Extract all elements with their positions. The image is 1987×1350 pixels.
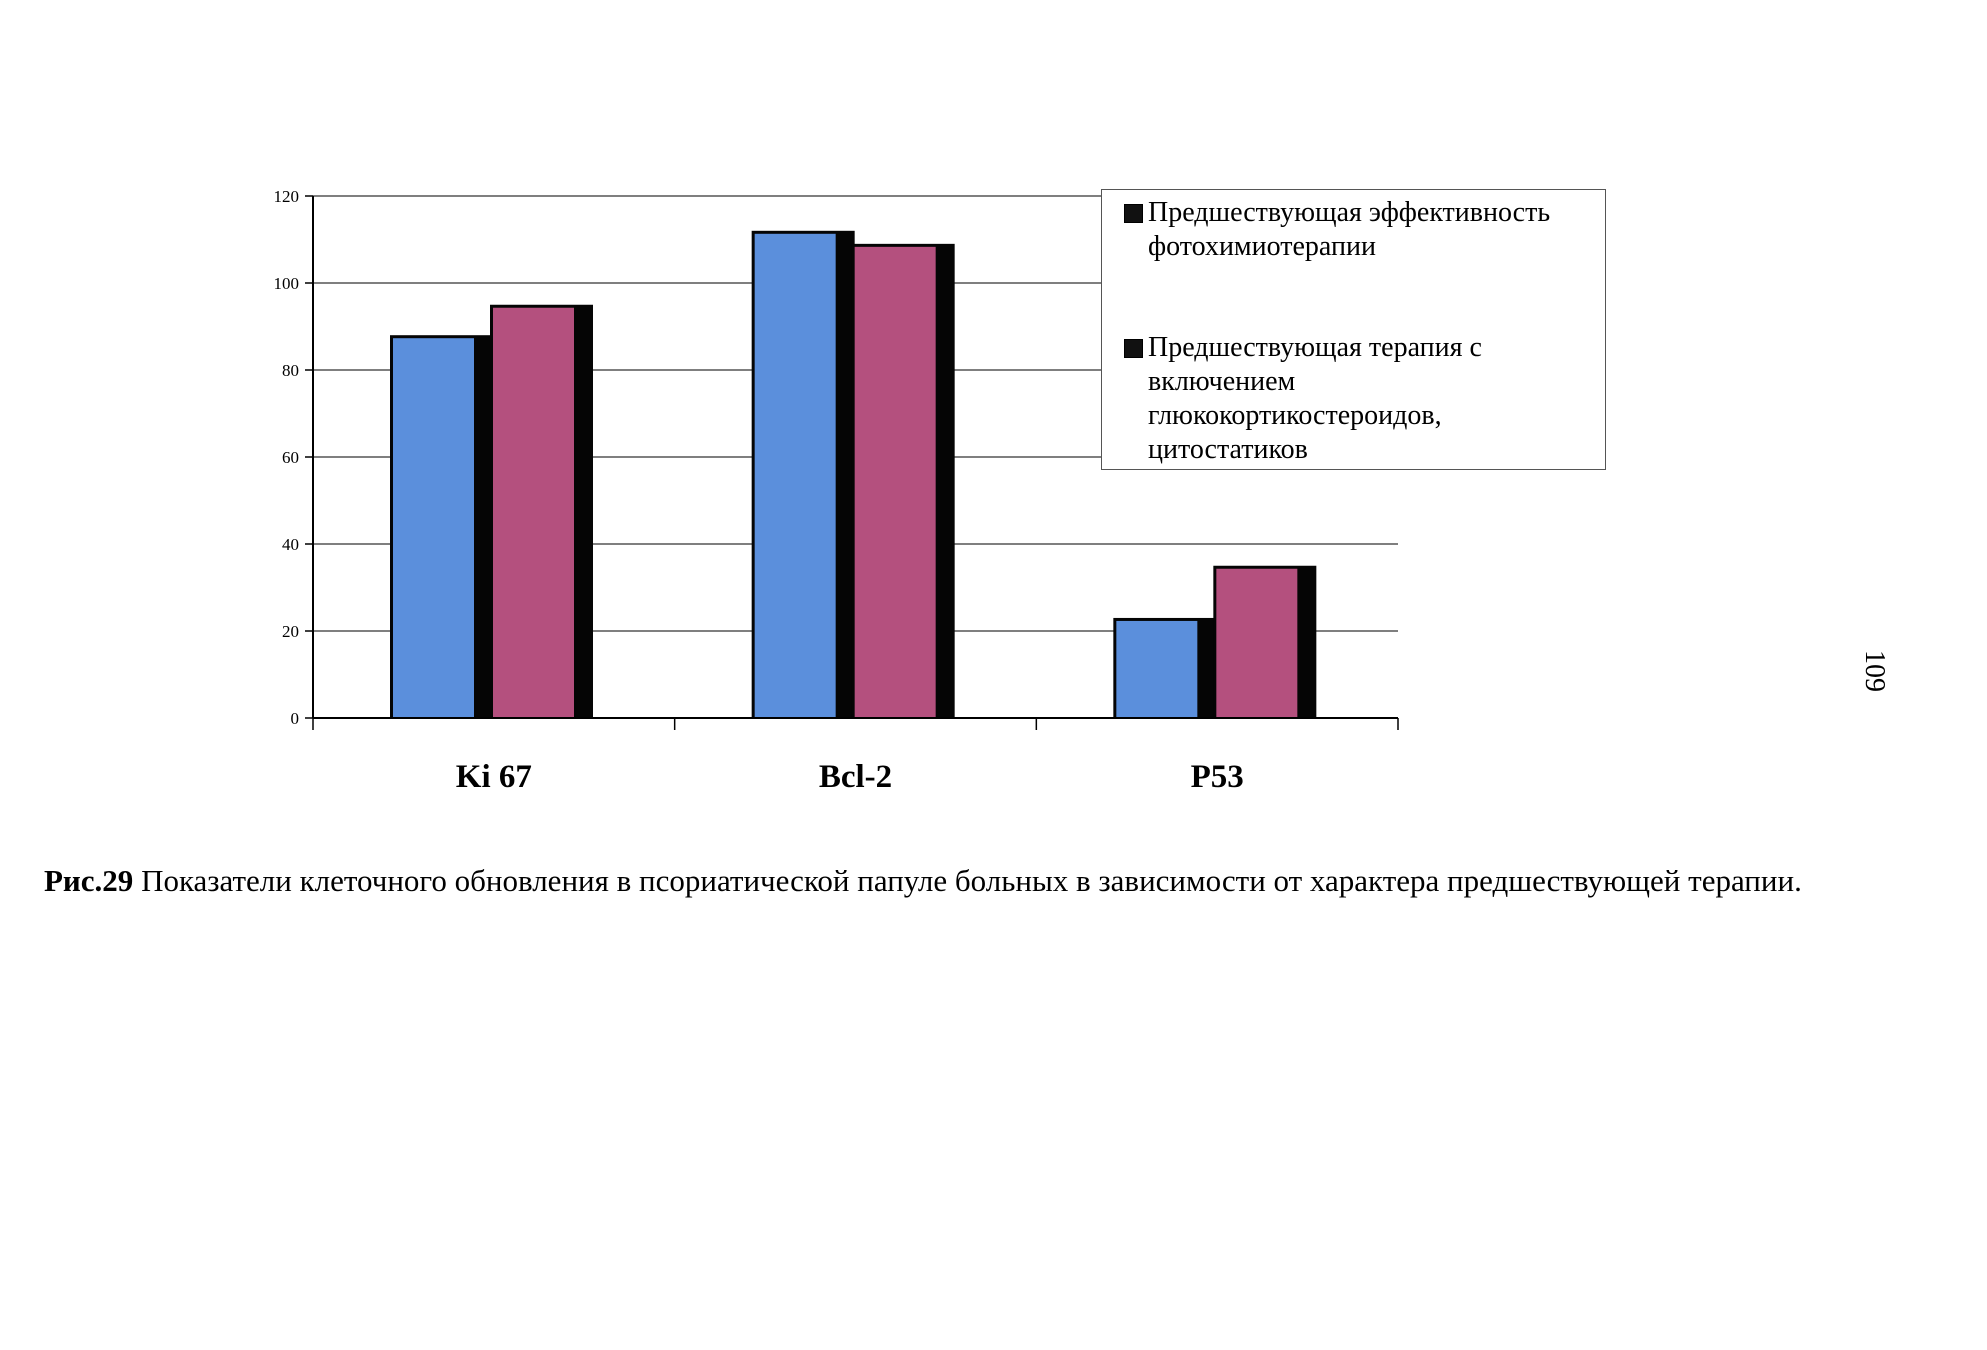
y-tick-label: 60 [282,448,299,467]
legend-label-series-1: Предшествующая эффективность фотохимиоте… [1148,197,1551,262]
legend-item-series-2: Предшествующая терапия с включением глюк… [1124,331,1594,467]
figure-label: Рис.29 [44,863,134,898]
bar [754,233,836,719]
bar [1216,568,1298,718]
y-tick-label: 80 [282,361,299,380]
bar [393,338,474,718]
legend: Предшествующая эффективность фотохимиоте… [1101,189,1606,470]
x-tick-label: Ki 67 [456,759,532,795]
y-tick-label: 20 [282,622,299,641]
y-tick-label: 120 [274,187,300,206]
legend-swatch-series-1 [1124,204,1143,223]
bar [854,246,936,718]
x-tick-labels: Ki 67 Bcl-2 P53 [456,759,1244,795]
bars [390,230,1317,719]
y-tick-label: 0 [291,709,300,728]
legend-item-series-1: Предшествующая эффективность фотохимиоте… [1124,196,1594,264]
x-tick-label: Bcl-2 [819,759,892,795]
page-number: 109 [1859,650,1890,692]
caption-text: Показатели клеточного обновления в псори… [133,863,1802,898]
legend-label-series-2: Предшествующая терапия с включением глюк… [1148,332,1482,465]
axes [305,195,1399,730]
legend-swatch-series-2 [1124,339,1143,358]
bar [1116,620,1198,718]
bar [493,307,574,718]
y-tick-label: 100 [274,274,300,293]
x-tick-label: P53 [1191,759,1244,795]
y-tick-labels: 0 20 40 60 80 100 120 [274,187,300,728]
figure-caption: Рис.29 Показатели клеточного обновления … [44,852,1904,910]
y-tick-label: 40 [282,535,299,554]
